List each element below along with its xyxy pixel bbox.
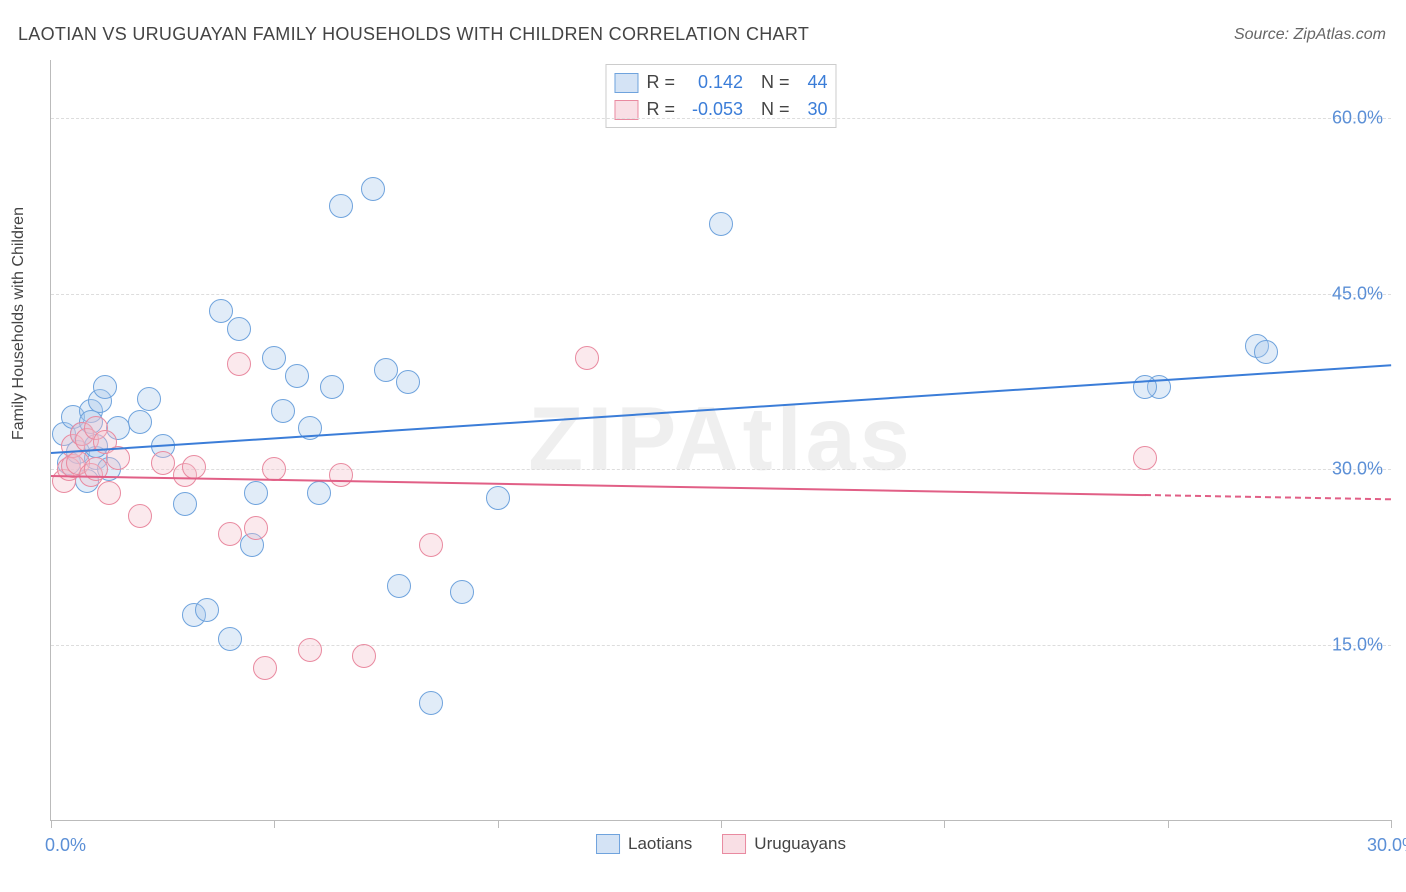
x-tick-label: 0.0% xyxy=(45,835,86,856)
series-legend: Laotians Uruguayans xyxy=(596,834,846,854)
x-tick xyxy=(721,820,722,828)
scatter-point xyxy=(195,598,219,622)
scatter-point xyxy=(709,212,733,236)
scatter-point xyxy=(450,580,474,604)
stats-n-value: 44 xyxy=(798,69,828,96)
trend-line xyxy=(51,364,1391,454)
stats-legend-row: R = 0.142 N = 44 xyxy=(614,69,827,96)
legend-item: Laotians xyxy=(596,834,692,854)
scatter-point xyxy=(137,387,161,411)
scatter-point xyxy=(128,410,152,434)
scatter-point xyxy=(262,457,286,481)
scatter-point xyxy=(227,352,251,376)
scatter-point xyxy=(486,486,510,510)
scatter-point xyxy=(307,481,331,505)
scatter-point xyxy=(218,522,242,546)
y-gridline xyxy=(51,469,1391,470)
y-gridline xyxy=(51,294,1391,295)
scatter-point xyxy=(575,346,599,370)
x-tick xyxy=(944,820,945,828)
legend-swatch-icon xyxy=(596,834,620,854)
scatter-point xyxy=(218,627,242,651)
x-tick xyxy=(274,820,275,828)
trend-line xyxy=(51,475,1145,496)
scatter-point xyxy=(329,194,353,218)
trend-line xyxy=(1145,494,1391,500)
source-attribution: Source: ZipAtlas.com xyxy=(1234,26,1386,44)
scatter-point xyxy=(244,516,268,540)
scatter-point xyxy=(298,638,322,662)
stats-n-label: N = xyxy=(761,69,790,96)
y-tick-label: 60.0% xyxy=(1332,108,1383,129)
scatter-point xyxy=(1254,340,1278,364)
stats-r-value: 0.142 xyxy=(683,69,743,96)
x-tick-label: 30.0% xyxy=(1367,835,1406,856)
x-tick xyxy=(1391,820,1392,828)
scatter-point xyxy=(227,317,251,341)
scatter-point xyxy=(329,463,353,487)
scatter-point xyxy=(320,375,344,399)
plot-area: ZIPAtlas R =0.142N =44R =-0.053N =30 15.… xyxy=(50,60,1391,821)
y-tick-label: 15.0% xyxy=(1332,634,1383,655)
y-tick-label: 30.0% xyxy=(1332,459,1383,480)
scatter-point xyxy=(387,574,411,598)
scatter-point xyxy=(271,399,295,423)
legend-swatch-icon xyxy=(614,100,638,120)
x-tick xyxy=(51,820,52,828)
scatter-point xyxy=(285,364,309,388)
legend-label: Uruguayans xyxy=(754,834,846,854)
legend-swatch-icon xyxy=(722,834,746,854)
scatter-point xyxy=(374,358,398,382)
scatter-point xyxy=(128,504,152,528)
scatter-point xyxy=(173,492,197,516)
scatter-point xyxy=(361,177,385,201)
scatter-point xyxy=(1133,446,1157,470)
scatter-point xyxy=(182,455,206,479)
scatter-point xyxy=(419,533,443,557)
y-gridline xyxy=(51,118,1391,119)
x-tick xyxy=(1168,820,1169,828)
scatter-point xyxy=(419,691,443,715)
scatter-point xyxy=(262,346,286,370)
chart-title: LAOTIAN VS URUGUAYAN FAMILY HOUSEHOLDS W… xyxy=(18,24,809,45)
y-gridline xyxy=(51,645,1391,646)
legend-item: Uruguayans xyxy=(722,834,846,854)
y-tick-label: 45.0% xyxy=(1332,283,1383,304)
scatter-point xyxy=(151,451,175,475)
legend-swatch-icon xyxy=(614,73,638,93)
x-tick xyxy=(498,820,499,828)
scatter-point xyxy=(93,375,117,399)
stats-r-label: R = xyxy=(646,69,675,96)
y-axis-label: Family Households with Children xyxy=(10,207,28,440)
scatter-point xyxy=(396,370,420,394)
legend-label: Laotians xyxy=(628,834,692,854)
scatter-point xyxy=(244,481,268,505)
scatter-point xyxy=(352,644,376,668)
watermark-text: ZIPAtlas xyxy=(528,389,913,492)
scatter-point xyxy=(253,656,277,680)
scatter-point xyxy=(97,481,121,505)
